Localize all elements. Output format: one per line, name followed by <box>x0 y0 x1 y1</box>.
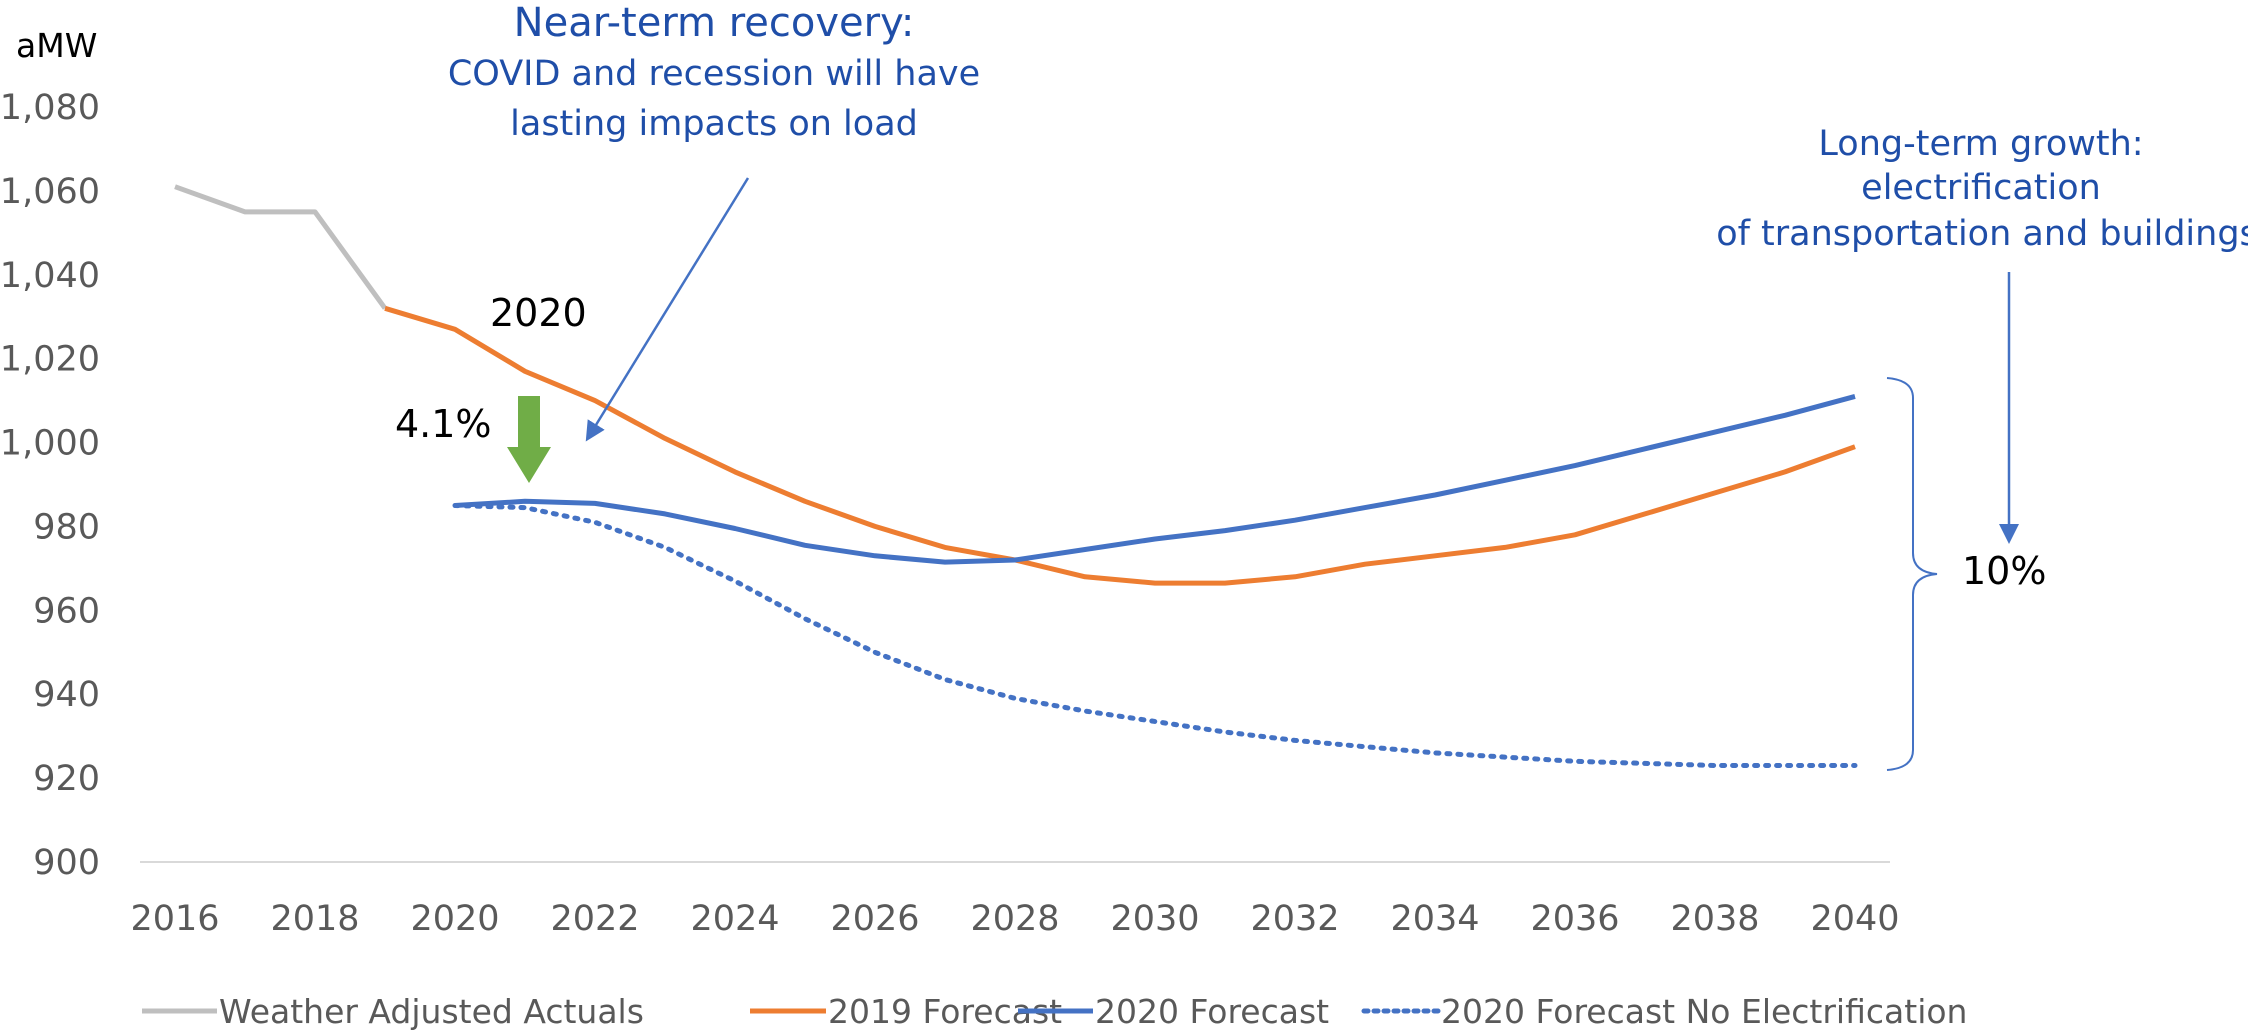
series-line-2020-forecast-no-electrification <box>452 503 1858 768</box>
x-tick-label: 2034 <box>1390 899 1479 939</box>
annotation-year-label: 2020 <box>490 291 587 335</box>
legend-label-2020-forecast: 2020 Forecast <box>1095 992 1329 1030</box>
x-tick-label: 2040 <box>1810 899 1899 939</box>
recovery-pointer-arrow <box>585 177 750 442</box>
recovery-annotation-line1: COVID and recession will have <box>448 54 980 94</box>
recovery-annotation-line2: lasting impacts on load <box>510 104 918 144</box>
y-tick-label: 1,020 <box>0 340 100 380</box>
range-brace <box>1886 377 1938 771</box>
y-tick-label: 1,000 <box>0 424 100 464</box>
x-tick-label: 2026 <box>830 899 919 939</box>
series-line-2020-forecast <box>454 393 1856 565</box>
x-tick-label: 2032 <box>1250 899 1339 939</box>
growth-annotation-line2: of transportation and buildings <box>1716 214 2248 254</box>
y-tick-label: 1,080 <box>0 88 100 128</box>
growth-annotation-title: Long-term growth: <box>1818 124 2143 164</box>
chart-legend: Weather Adjusted Actuals 2019 Forecast 2… <box>142 992 1967 1030</box>
x-tick-label: 2038 <box>1670 899 1759 939</box>
recovery-annotation-title: Near-term recovery: <box>514 0 915 46</box>
series-lines <box>174 184 1858 768</box>
x-tick-label: 2020 <box>410 899 499 939</box>
x-tick-label: 2024 <box>690 899 779 939</box>
y-tick-label: 980 <box>33 507 100 547</box>
growth-annotation-line1: electrification <box>1861 168 2101 208</box>
annotation-range-percent: 10% <box>1962 549 2046 593</box>
y-tick-label: 900 <box>33 843 100 883</box>
x-tick-label: 2018 <box>270 899 359 939</box>
y-tick-label: 1,060 <box>0 172 100 212</box>
legend-label-no-electrification: 2020 Forecast No Electrification <box>1441 992 1967 1030</box>
x-tick-label: 2016 <box>130 899 219 939</box>
legend-label-actuals: Weather Adjusted Actuals <box>219 992 644 1030</box>
y-tick-label: 1,040 <box>0 256 100 296</box>
annotation-drop-percent: 4.1% <box>395 402 492 446</box>
y-tick-label: 920 <box>33 759 100 799</box>
drop-arrow-icon <box>507 396 551 483</box>
x-tick-label: 2030 <box>1110 899 1199 939</box>
series-line-weather-adjusted-actuals <box>174 184 388 310</box>
y-axis-tick-labels: 900 920 940 960 980 1,000 1,020 1,040 1,060 1,080 <box>0 88 100 883</box>
x-tick-label: 2028 <box>970 899 1059 939</box>
series-line-2019-forecast <box>384 305 1856 586</box>
y-axis-unit-label: aMW <box>16 26 97 65</box>
y-tick-label: 960 <box>33 591 100 631</box>
x-axis-tick-labels: 2016 2018 2020 2022 2024 2026 2028 2030 2032 2034… <box>130 899 1899 939</box>
x-tick-label: 2022 <box>550 899 639 939</box>
x-tick-label: 2036 <box>1530 899 1619 939</box>
y-tick-label: 940 <box>33 675 100 715</box>
